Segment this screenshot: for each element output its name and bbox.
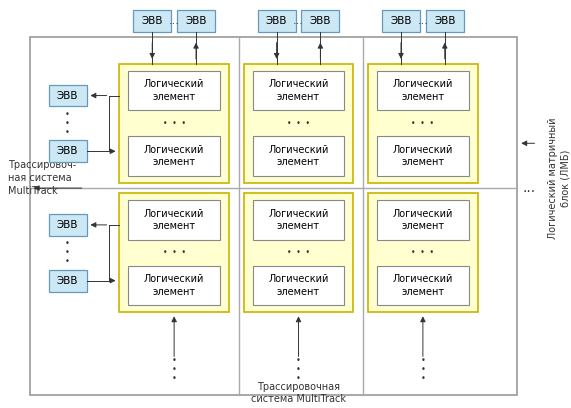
Bar: [177, 10, 215, 32]
Text: Логический
элемент: Логический элемент: [144, 209, 204, 231]
Text: •  •  •: • • •: [411, 248, 435, 257]
Text: ...: ...: [523, 181, 536, 195]
Bar: [119, 193, 229, 313]
Text: ...: ...: [293, 16, 304, 26]
Text: ЭВВ: ЭВВ: [434, 16, 456, 26]
Text: ЭВВ: ЭВВ: [57, 220, 78, 230]
Text: Логический матричный
блок (ЛМБ): Логический матричный блок (ЛМБ): [548, 118, 570, 239]
Text: •
•
•: • • •: [65, 110, 70, 137]
Bar: [119, 64, 229, 183]
Text: ЭВВ: ЭВВ: [185, 16, 207, 26]
Bar: [368, 64, 477, 183]
Text: •  •  •: • • •: [287, 248, 310, 257]
Bar: [301, 10, 339, 32]
Text: •  •  •: • • •: [163, 248, 186, 257]
Bar: [258, 10, 296, 32]
Bar: [377, 71, 469, 111]
Text: ЭВВ: ЭВВ: [57, 146, 78, 156]
Text: Логический
элемент: Логический элемент: [268, 209, 329, 231]
Text: ЭВВ: ЭВВ: [57, 276, 78, 286]
Bar: [244, 64, 353, 183]
Bar: [128, 136, 220, 176]
Text: Логический
элемент: Логический элемент: [268, 275, 329, 297]
Bar: [253, 266, 344, 306]
Text: ЭВВ: ЭВВ: [142, 16, 163, 26]
Bar: [253, 200, 344, 240]
Text: Логический
элемент: Логический элемент: [144, 80, 204, 102]
Bar: [128, 266, 220, 306]
Text: Логический
элемент: Логический элемент: [268, 145, 329, 167]
Bar: [134, 10, 171, 32]
Text: •
•
•: • • •: [420, 356, 425, 383]
Text: Логический
элемент: Логический элемент: [268, 80, 329, 102]
Bar: [49, 270, 87, 292]
Bar: [128, 71, 220, 111]
Text: Логический
элемент: Логический элемент: [393, 80, 453, 102]
Text: ЭВВ: ЭВВ: [57, 91, 78, 100]
Text: Трассировоч-
ная система
MultiTrack: Трассировоч- ная система MultiTrack: [8, 160, 76, 196]
Text: •  •  •: • • •: [411, 119, 435, 128]
Text: ...: ...: [417, 16, 428, 26]
Bar: [253, 71, 344, 111]
Text: •
•
•: • • •: [296, 356, 301, 383]
Text: •
•
•: • • •: [172, 356, 176, 383]
Bar: [426, 10, 464, 32]
Text: •
•
•: • • •: [65, 239, 70, 266]
Bar: [49, 84, 87, 106]
Text: Логический
элемент: Логический элемент: [393, 275, 453, 297]
Bar: [49, 214, 87, 236]
Bar: [253, 136, 344, 176]
Text: Логический
элемент: Логический элемент: [144, 145, 204, 167]
Text: Логический
элемент: Логический элемент: [393, 209, 453, 231]
Bar: [244, 193, 353, 313]
Text: ЭВВ: ЭВВ: [309, 16, 331, 26]
Bar: [368, 193, 477, 313]
Text: Логический
элемент: Логический элемент: [144, 275, 204, 297]
Text: Логический
элемент: Логический элемент: [393, 145, 453, 167]
Bar: [382, 10, 420, 32]
Bar: [377, 266, 469, 306]
Text: •  •  •: • • •: [163, 119, 186, 128]
Bar: [128, 200, 220, 240]
Bar: [30, 37, 517, 395]
Text: ...: ...: [168, 16, 179, 26]
Bar: [49, 140, 87, 162]
Bar: [377, 136, 469, 176]
Bar: [377, 200, 469, 240]
Text: •  •  •: • • •: [287, 119, 310, 128]
Text: ЭВВ: ЭВВ: [266, 16, 287, 26]
Text: Трассировочная
система MultiTrack: Трассировочная система MultiTrack: [251, 381, 346, 404]
Text: ЭВВ: ЭВВ: [390, 16, 412, 26]
